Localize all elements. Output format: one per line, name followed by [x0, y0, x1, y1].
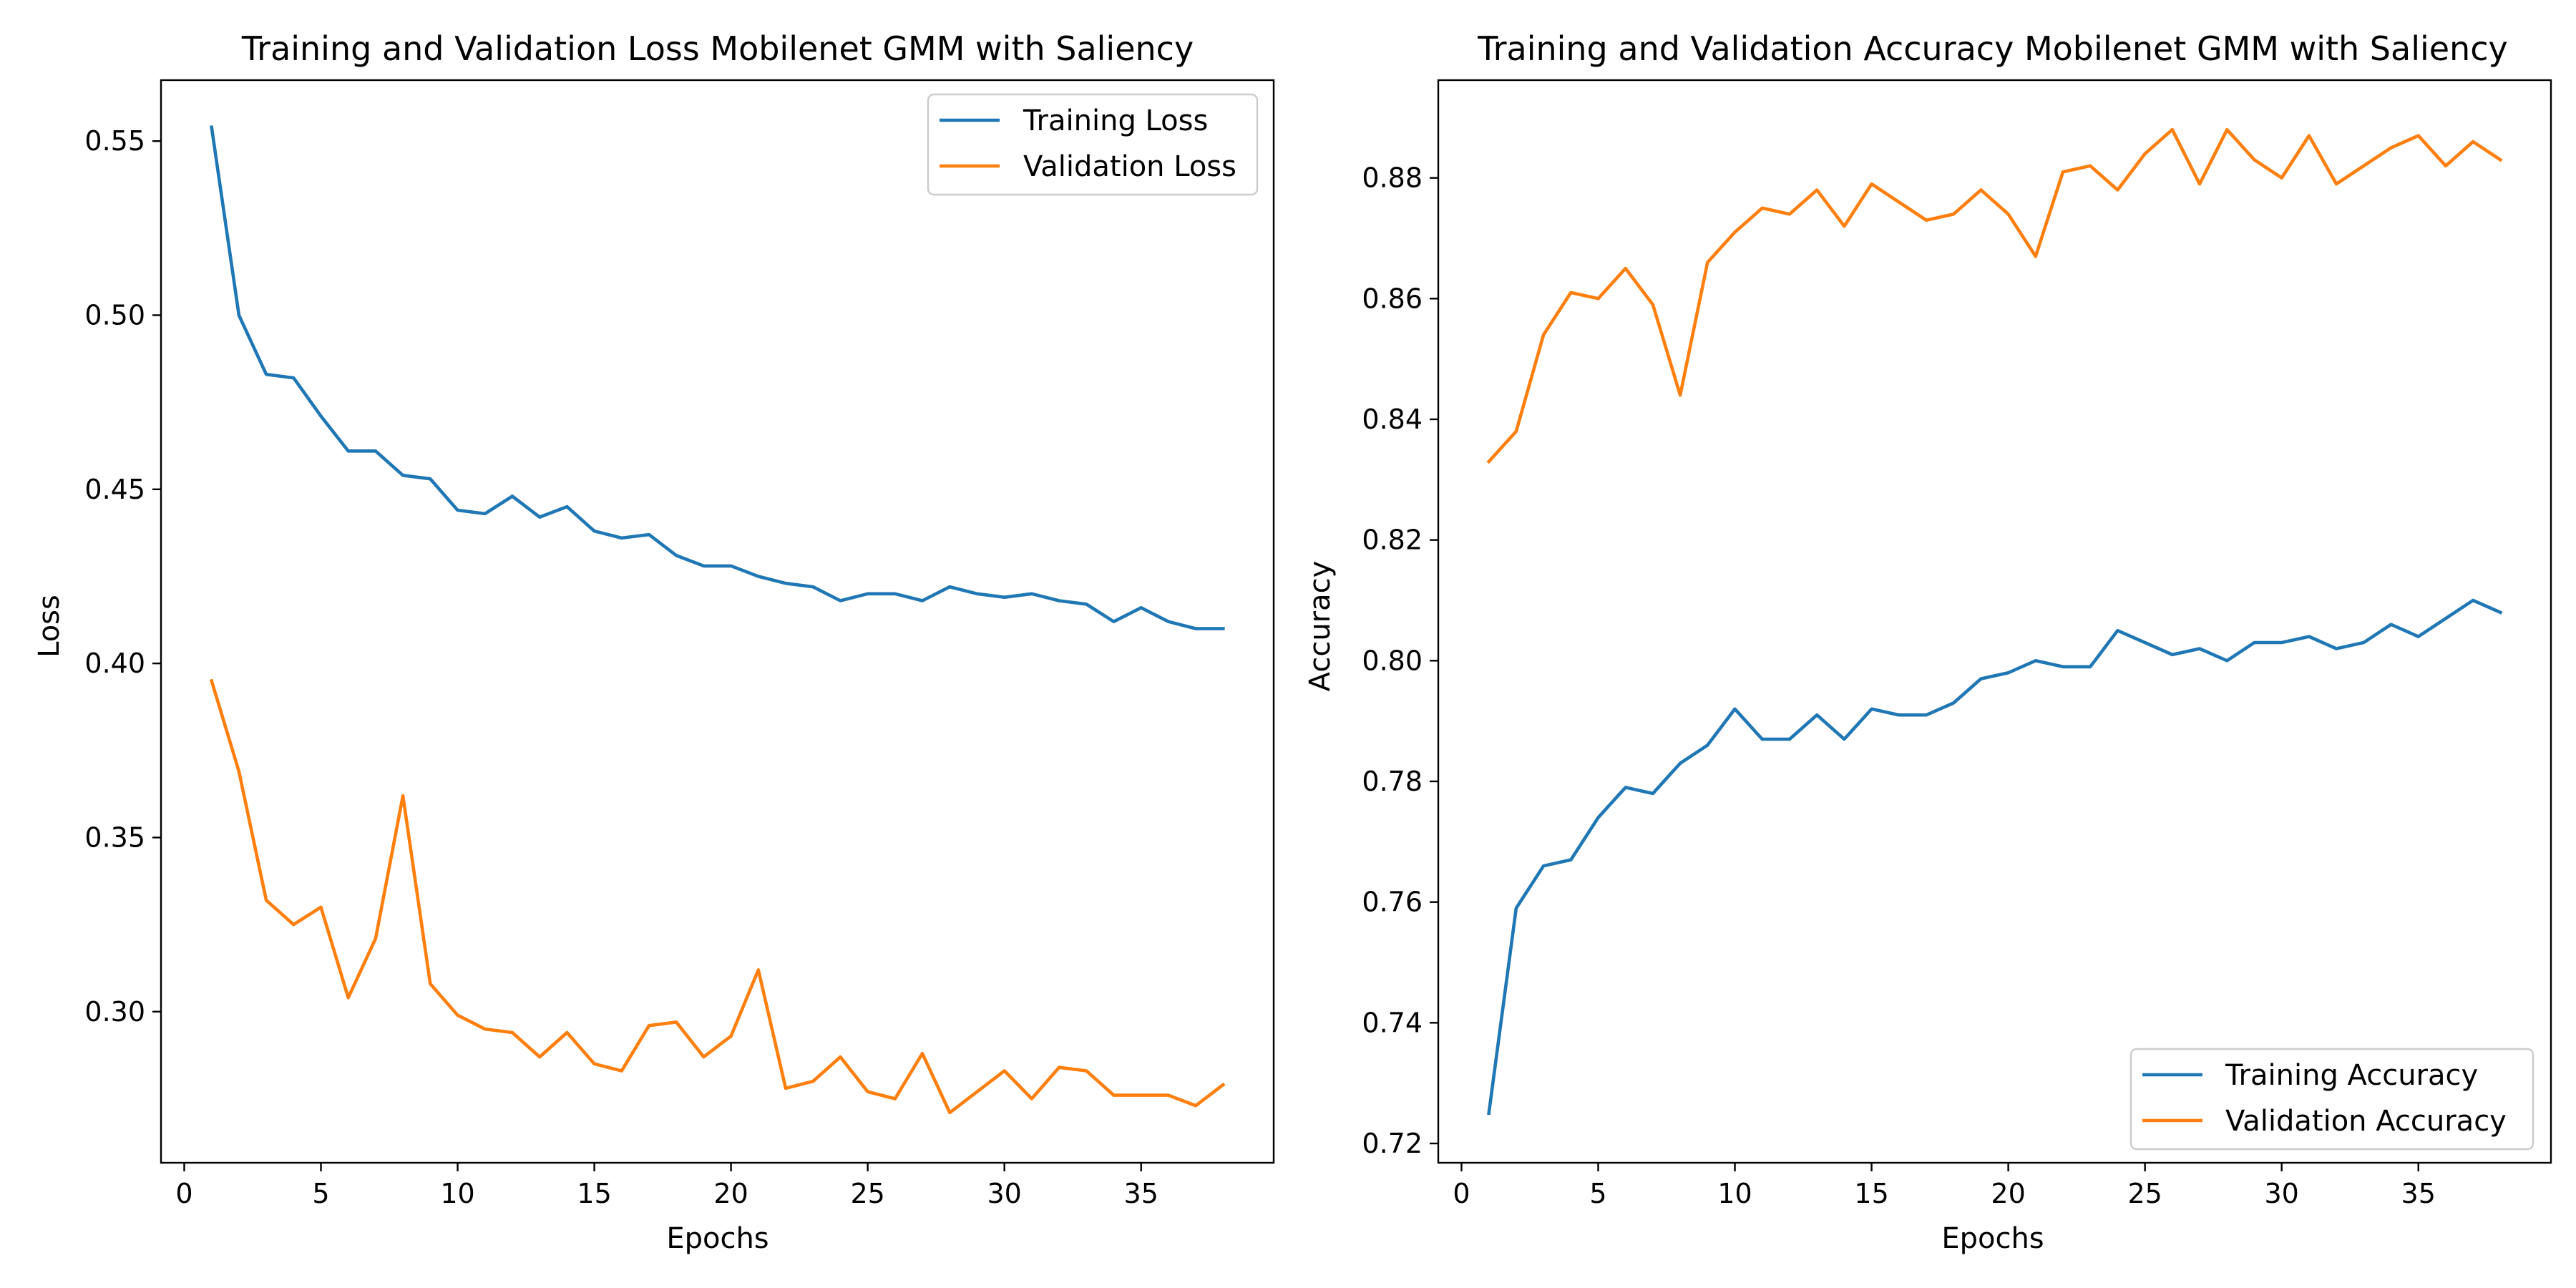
accuracy-series-lines — [1486, 127, 2503, 1116]
loss-legend-box — [927, 93, 1259, 196]
accuracy-chart: Training and Validation Accuracy Mobilen… — [1304, 29, 2552, 1255]
loss-y-tick-label: 0.50 — [84, 299, 145, 331]
accuracy-y-tick-label: 0.78 — [1362, 766, 1423, 797]
loss-legend: Training Loss Validation Loss — [927, 93, 1259, 196]
legend-label-training-accuracy: Training Accuracy — [2225, 1059, 2478, 1092]
legend-label-validation-accuracy: Validation Accuracy — [2225, 1105, 2507, 1138]
accuracy-y-tick-label: 0.84 — [1362, 404, 1423, 435]
accuracy-axes-frame — [1437, 79, 2552, 1164]
loss-y-tick-label: 0.45 — [84, 474, 145, 505]
loss-y-tick-label: 0.40 — [84, 648, 145, 679]
accuracy-x-tick-label: 15 — [1854, 1178, 1888, 1209]
loss-ticks: 0 5 10 15 20 25 30 35 0.30 0.35 0.40 0.45 0.50 0.55 — [84, 125, 1158, 1209]
accuracy-x-tick-label: 35 — [2401, 1178, 2436, 1209]
training-loss-line — [210, 125, 1225, 630]
accuracy-x-tick-label: 25 — [2127, 1178, 2162, 1209]
accuracy-y-tick-label: 0.80 — [1362, 645, 1423, 676]
accuracy-x-tick-label: 30 — [2264, 1178, 2298, 1209]
loss-axes-frame — [160, 79, 1275, 1164]
accuracy-y-tick-label: 0.86 — [1362, 283, 1423, 314]
accuracy-x-tick-label: 10 — [1717, 1178, 1752, 1209]
accuracy-chart-title: Training and Validation Accuracy Mobilen… — [1477, 29, 2507, 68]
loss-y-tick-label: 0.35 — [84, 821, 145, 853]
loss-chart-title: Training and Validation Loss Mobilenet G… — [241, 29, 1194, 68]
loss-x-tick-label: 10 — [440, 1178, 474, 1209]
loss-y-tick-label: 0.55 — [84, 125, 145, 157]
accuracy-y-tick-label: 0.82 — [1362, 525, 1423, 556]
legend-label-training-loss: Training Loss — [1023, 104, 1208, 137]
loss-x-tick-label: 35 — [1124, 1178, 1158, 1209]
accuracy-ticks: 0 5 10 15 20 25 30 35 0.72 0.74 0.76 0.78 0.80 0.82 0.… — [1362, 162, 2435, 1209]
legend-label-validation-loss: Validation Loss — [1023, 150, 1236, 183]
accuracy-legend-box — [2129, 1048, 2534, 1151]
accuracy-x-tick-label: 0 — [1453, 1178, 1470, 1209]
loss-x-tick-label: 30 — [987, 1178, 1021, 1209]
accuracy-y-tick-label: 0.88 — [1362, 162, 1423, 194]
accuracy-x-axis-label: Epochs — [1941, 1222, 2044, 1255]
loss-x-tick-label: 15 — [577, 1178, 611, 1209]
loss-x-tick-label: 20 — [713, 1178, 748, 1209]
loss-x-axis-label: Epochs — [666, 1222, 769, 1255]
loss-series-lines — [209, 125, 1226, 1115]
loss-y-tick-label: 0.30 — [84, 996, 145, 1028]
accuracy-y-tick-label: 0.74 — [1362, 1007, 1423, 1038]
validation-accuracy-line — [1486, 127, 2503, 464]
accuracy-y-axis-label: Accuracy — [1304, 561, 1337, 692]
accuracy-legend: Training Accuracy Validation Accuracy — [2129, 1048, 2534, 1151]
accuracy-x-tick-label: 5 — [1589, 1178, 1606, 1209]
loss-x-tick-label: 5 — [312, 1178, 329, 1209]
loss-x-tick-label: 0 — [175, 1178, 192, 1209]
loss-chart: Training and Validation Loss Mobilenet G… — [33, 29, 1275, 1255]
training-accuracy-line — [1487, 598, 2503, 1116]
loss-y-axis-label: Loss — [33, 595, 66, 658]
loss-x-tick-label: 25 — [850, 1178, 884, 1209]
validation-loss-line — [209, 678, 1226, 1115]
accuracy-y-tick-label: 0.76 — [1362, 887, 1423, 918]
accuracy-x-tick-label: 20 — [1991, 1178, 2025, 1209]
accuracy-y-tick-label: 0.72 — [1362, 1128, 1423, 1159]
